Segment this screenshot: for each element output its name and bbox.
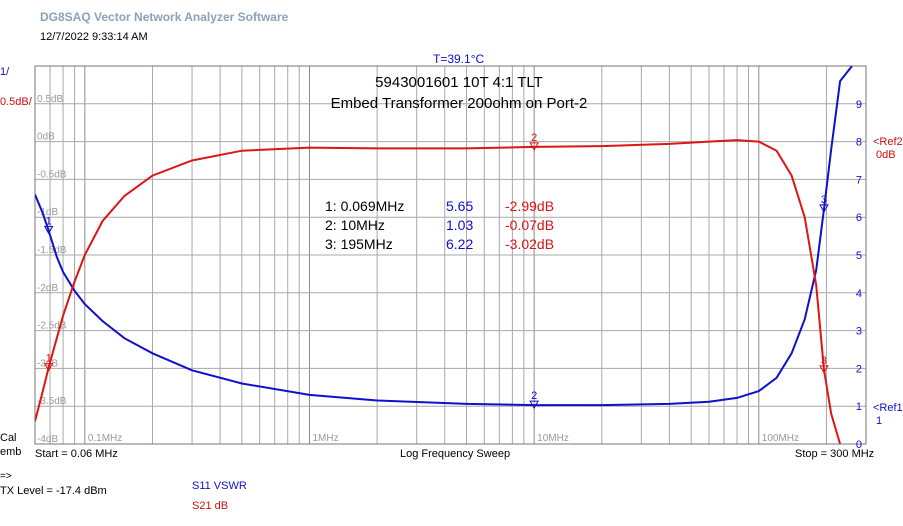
s11-trace xyxy=(35,66,853,407)
ref2-value: 0dB xyxy=(876,149,896,161)
x-tick-label: 100MHz xyxy=(762,433,799,444)
app-title: DG8SAQ Vector Network Analyzer Software xyxy=(40,10,289,24)
y-left-tick-label: 0dB xyxy=(37,132,55,143)
s21-marker xyxy=(819,365,829,374)
y-right-tick-label: 4 xyxy=(856,288,862,300)
marker-readout-vswr: 1.03 xyxy=(446,217,473,233)
y-left-tick-label: -1dB xyxy=(37,207,58,218)
x-tick-label: 10MHz xyxy=(537,433,569,444)
y-right-tick-label: 1 xyxy=(856,401,862,413)
s11-marker-label: 2 xyxy=(531,390,537,402)
marker-readout-vswr: 6.22 xyxy=(446,236,473,252)
legend-s11[interactable]: S11 VSWR xyxy=(192,480,247,492)
marker-readout-s21: -2.99dB xyxy=(505,198,554,214)
cal-status: Cal xyxy=(0,432,17,444)
x-tick-label: 0.1MHz xyxy=(88,433,122,444)
y-right-tick-label: 7 xyxy=(856,174,862,186)
ref1-value: 1 xyxy=(876,415,883,427)
temperature-readout: T=39.1°C xyxy=(433,52,485,66)
y-right-tick-label: 0 xyxy=(856,439,862,451)
y-right-tick-label: 9 xyxy=(856,99,862,111)
s21-trace xyxy=(35,139,842,444)
chart-title: 5943001601 10T 4:1 TLT xyxy=(375,74,543,91)
s21-marker-label: 2 xyxy=(531,132,537,144)
y-left-tick-label: -2dB xyxy=(37,283,58,294)
marker-readout-s21: -0.07dB xyxy=(505,217,554,233)
sweep-mode-label: Log Frequency Sweep xyxy=(400,448,511,460)
tx-level-readout: TX Level = -17.4 dBm xyxy=(0,485,107,497)
y-left-tick-label: 0.5dB xyxy=(37,94,63,105)
y-right-tick-label: 3 xyxy=(856,326,862,338)
y-right-tick-label: 8 xyxy=(856,137,862,149)
s11-marker-label: 1 xyxy=(46,215,52,227)
s11-marker xyxy=(529,400,540,410)
s21-marker-label: 1 xyxy=(46,353,52,365)
ref2-label: <Ref2 xyxy=(873,136,903,148)
s21-marker-label: 3 xyxy=(821,355,827,367)
embed-status: emb xyxy=(0,446,22,458)
y-left-tick-label: -2.5dB xyxy=(37,321,67,332)
marker-readout-s21: -3.02dB xyxy=(505,236,554,252)
s11-marker xyxy=(43,225,54,235)
y-left-tick-label: -1.5dB xyxy=(37,245,67,256)
ref1-label: <Ref1 xyxy=(873,402,903,414)
s21-scale-label: 0.5dB/ xyxy=(0,96,32,108)
y-left-tick-label: -3.5dB xyxy=(37,396,67,407)
s11-marker xyxy=(819,204,829,213)
s11-marker-label: 3 xyxy=(821,194,827,206)
y-left-tick-label: -0.5dB xyxy=(37,169,67,180)
plot-frame xyxy=(34,65,867,445)
direction-indicator: => xyxy=(0,471,12,482)
legend-s21[interactable]: S21 dB xyxy=(192,500,229,512)
chart-subtitle: Embed Transformer 200ohm on Port-2 xyxy=(331,95,588,112)
y-right-tick-label: 6 xyxy=(856,212,862,224)
s21-marker xyxy=(43,363,54,372)
y-left-tick-label: -4dB xyxy=(37,434,58,445)
marker-readout-id: 1: 0.069MHz xyxy=(325,198,404,214)
marker-readout-vswr: 5.65 xyxy=(446,198,473,214)
sweep-stop-label: Stop = 300 MHz xyxy=(795,448,875,460)
x-tick-label: 1MHz xyxy=(312,433,338,444)
s21-marker xyxy=(529,142,540,151)
timestamp: 12/7/2022 9:33:14 AM xyxy=(40,31,148,43)
vswr-scale-label: 1/ xyxy=(0,66,10,78)
sweep-start-label: Start = 0.06 MHz xyxy=(35,448,118,460)
y-right-tick-label: 5 xyxy=(856,250,862,262)
marker-readout-id: 2: 10MHz xyxy=(325,217,385,233)
y-right-tick-label: 2 xyxy=(856,363,862,375)
marker-readout-id: 3: 195MHz xyxy=(325,236,393,252)
